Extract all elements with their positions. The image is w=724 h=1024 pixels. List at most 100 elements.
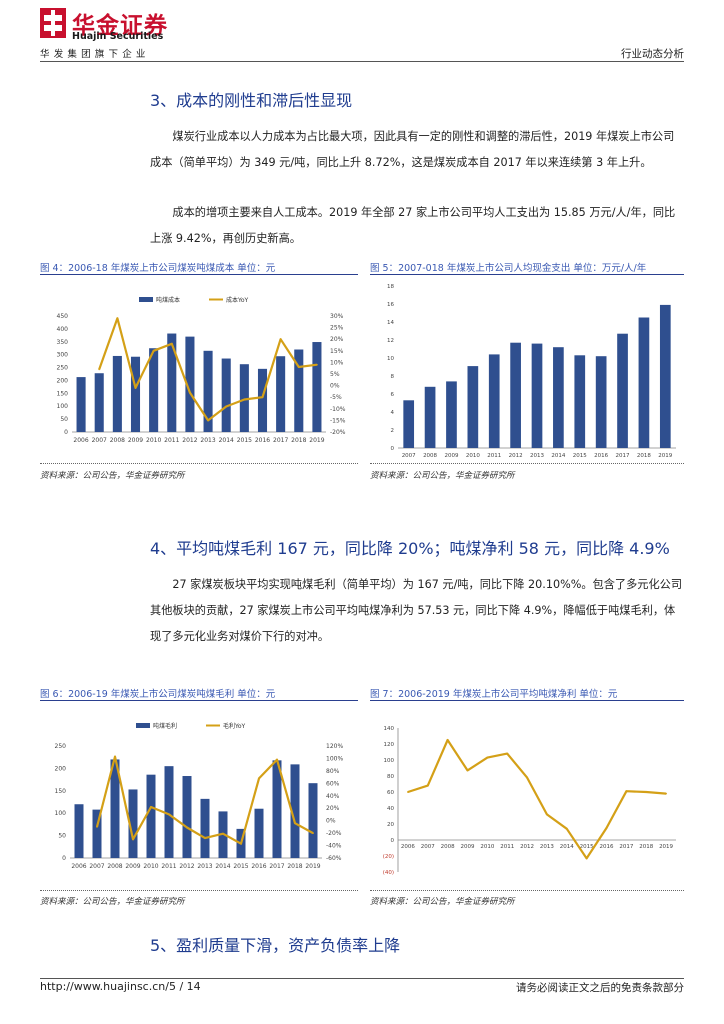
section-heading-5: 5、盈利质量下滑，资产负债率上降 — [150, 936, 401, 955]
y2-tick-label: -10% — [330, 406, 346, 413]
y-tick-label: 2 — [391, 428, 395, 434]
x-tick-label: 2012 — [509, 453, 523, 459]
x-tick-label: 2015 — [237, 437, 252, 444]
x-tick-label: 2006 — [71, 863, 86, 870]
x-tick-label: 2007 — [402, 453, 416, 459]
bar — [146, 774, 156, 858]
bar — [424, 386, 436, 448]
y-tick-label: (40) — [383, 870, 394, 876]
y2-tick-label: 80% — [326, 768, 340, 775]
y-tick-label: 80 — [387, 774, 394, 780]
bar — [403, 400, 415, 448]
x-tick-label: 2010 — [146, 437, 161, 444]
y-tick-label: 300 — [57, 352, 69, 359]
bar — [617, 333, 628, 448]
y-tick-label: 8 — [391, 374, 395, 380]
line-point — [186, 826, 188, 829]
line-point — [258, 777, 260, 780]
y2-tick-label: 0% — [326, 818, 336, 825]
x-tick-label: 2015 — [580, 844, 594, 850]
y-tick-label: 150 — [55, 788, 67, 795]
line-point — [316, 363, 318, 366]
x-tick-label: 2013 — [530, 453, 544, 459]
line-point — [526, 776, 528, 779]
y2-tick-label: 60% — [326, 780, 340, 787]
section-heading-4: 4、平均吨煤毛利 167 元，同比降 20%；吨煤净利 58 元，同比降 4.9… — [150, 539, 670, 558]
line-point — [486, 756, 489, 759]
line-point — [426, 784, 429, 787]
figure-7-source-rule — [370, 890, 684, 891]
x-tick-label: 2008 — [441, 844, 455, 850]
y-tick-label: 140 — [384, 726, 395, 732]
x-tick-label: 2018 — [639, 844, 653, 850]
section-heading-3: 3、成本的刚性和滞后性显现 — [150, 91, 353, 110]
line-point — [207, 419, 209, 422]
bar — [94, 373, 104, 432]
y2-tick-label: 100% — [326, 755, 343, 762]
section-4-paragraph-1: 27 家煤炭板块平均实现吨煤毛利（简单平均）为 167 元/吨，同比下降 20.… — [150, 578, 683, 643]
section-3-paragraph-2: 成本的增项主要来自人工成本。2019 年全部 27 家上市公司平均人工支出为 1… — [150, 206, 676, 245]
figure-5-source-rule — [370, 463, 684, 464]
line-point — [297, 366, 300, 368]
x-tick-label: 2011 — [161, 863, 176, 870]
y-tick-label: 14 — [387, 320, 394, 326]
figure-4-title: 图 4：2006-18 年煤炭上市公司煤炭吨煤成本 单位：元 — [40, 263, 276, 274]
x-tick-label: 2018 — [637, 453, 651, 459]
bar — [638, 317, 650, 448]
y-tick-label: 10 — [387, 356, 394, 362]
x-tick-label: 2014 — [219, 437, 234, 444]
line-point — [665, 792, 667, 795]
x-tick-label: 2019 — [309, 437, 324, 444]
y2-tick-label: -20% — [330, 429, 346, 436]
figure-6-title: 图 6：2006-19 年煤炭上市公司煤炭吨煤毛利 单位：元 — [40, 689, 276, 700]
x-tick-label: 2015 — [233, 863, 248, 870]
x-tick-label: 2016 — [600, 844, 614, 850]
line-point — [585, 857, 588, 860]
y-tick-label: 50 — [58, 833, 66, 840]
x-tick-label: 2008 — [423, 453, 437, 459]
y-tick-label: 250 — [57, 365, 69, 372]
x-tick-label: 2010 — [466, 453, 480, 459]
y2-tick-label: -60% — [326, 855, 342, 862]
y2-tick-label: 15% — [330, 348, 344, 355]
document-type: 行业动态分析 — [621, 48, 684, 60]
brand-name-cn: 华金证券 — [72, 13, 168, 39]
line-point — [312, 832, 314, 835]
y-tick-label: 0 — [391, 446, 395, 452]
line-point — [625, 790, 628, 793]
figure-5-rule — [370, 274, 684, 275]
y-tick-label: 100 — [384, 758, 395, 764]
x-tick-label: 2018 — [291, 437, 306, 444]
x-tick-label: 2007 — [92, 437, 107, 444]
y-tick-label: 16 — [387, 302, 394, 308]
bar — [531, 343, 543, 448]
line-point — [240, 842, 242, 845]
line-point — [225, 405, 228, 408]
y-tick-label: 18 — [387, 284, 394, 290]
figure-7-title: 图 7：2006-2019 年煤炭上市公司平均吨煤净利 单位：元 — [370, 689, 618, 700]
bar — [203, 350, 213, 432]
x-tick-label: 2012 — [520, 844, 534, 850]
y2-tick-label: 30% — [330, 313, 344, 320]
line-point — [645, 791, 648, 793]
y2-tick-label: -5% — [330, 394, 342, 401]
line-point — [605, 827, 608, 829]
bar — [294, 349, 304, 432]
y-tick-label: 100 — [57, 403, 69, 410]
footer-url-link[interactable]: http://www.huajinsc.cn/5 / 14 — [40, 980, 201, 993]
bar — [128, 789, 138, 858]
figure-4-rule — [40, 274, 358, 275]
series-line — [407, 738, 667, 860]
bar — [308, 783, 318, 858]
x-tick-label: 2019 — [658, 453, 672, 459]
footer-divider — [40, 978, 684, 979]
bar — [446, 381, 457, 448]
x-tick-label: 2019 — [305, 863, 320, 870]
x-tick-label: 2017 — [273, 437, 288, 444]
x-tick-label: 2011 — [487, 453, 501, 459]
bar — [272, 760, 282, 858]
legend-label: 吨煤成本 — [156, 296, 180, 304]
y-tick-label: 0 — [62, 855, 66, 862]
y-tick-label: (20) — [383, 854, 394, 860]
bar — [257, 368, 268, 432]
